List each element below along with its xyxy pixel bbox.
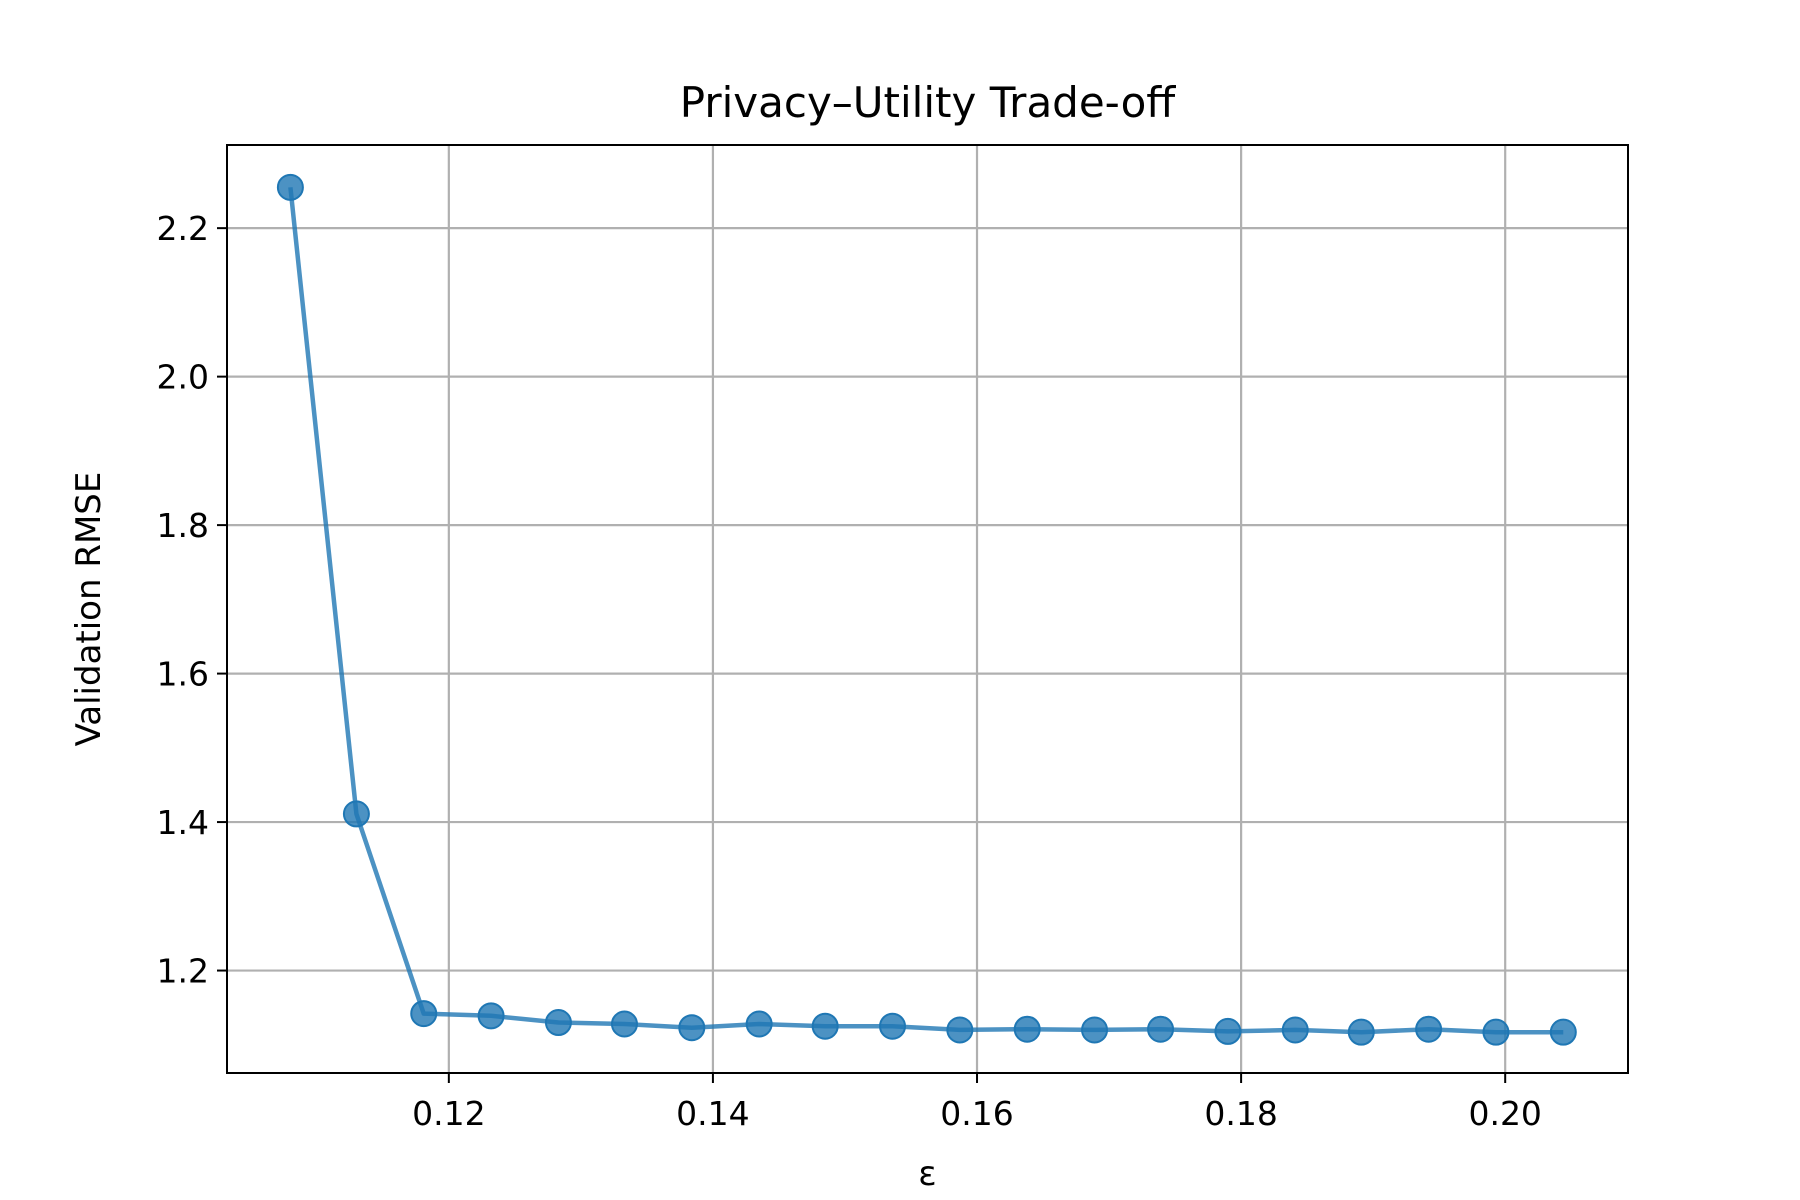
- grid: [227, 145, 1628, 1073]
- data-point: [745, 1010, 773, 1038]
- data-point: [477, 1002, 505, 1030]
- data-point: [610, 1010, 638, 1038]
- data-point: [410, 1000, 438, 1028]
- data-point: [342, 800, 370, 828]
- series-layer: [276, 173, 1577, 1046]
- data-point: [1281, 1016, 1309, 1044]
- x-tick-label: 0.16: [940, 1094, 1013, 1133]
- data-point: [1347, 1018, 1375, 1046]
- data-point: [678, 1014, 706, 1042]
- data-point: [946, 1016, 974, 1044]
- data-point: [1013, 1015, 1041, 1043]
- plot-frame: [226, 144, 1629, 1074]
- data-point: [1147, 1015, 1175, 1043]
- data-point: [1081, 1016, 1109, 1044]
- y-tick-label: 2.0: [157, 358, 209, 397]
- y-tick-label: 1.8: [157, 506, 209, 545]
- data-point: [1549, 1018, 1577, 1046]
- data-point: [544, 1009, 572, 1037]
- y-tick-label: 1.6: [157, 655, 209, 694]
- data-point: [879, 1012, 907, 1040]
- x-tick-label: 0.20: [1468, 1094, 1541, 1133]
- x-tick-label: 0.14: [676, 1094, 749, 1133]
- data-point: [1415, 1015, 1443, 1043]
- x-axis-label: ε: [918, 1154, 936, 1194]
- y-tick-label: 1.2: [157, 952, 209, 991]
- ticks: 0.12 0.14 0.16 0.18 0.20 1.2 1.4 1.6 1.8 2.0 2.2: [157, 209, 1542, 1133]
- chart-title: Privacy–Utility Trade-off: [680, 78, 1177, 127]
- y-tick-label: 1.4: [157, 803, 209, 842]
- data-point: [276, 173, 304, 201]
- data-point: [1214, 1017, 1242, 1045]
- y-tick-label: 2.2: [157, 209, 209, 248]
- y-axis-label: Validation RMSE: [69, 472, 109, 747]
- data-point: [811, 1012, 839, 1040]
- x-tick-label: 0.12: [412, 1094, 485, 1133]
- x-tick-label: 0.18: [1204, 1094, 1277, 1133]
- data-point: [1482, 1018, 1510, 1046]
